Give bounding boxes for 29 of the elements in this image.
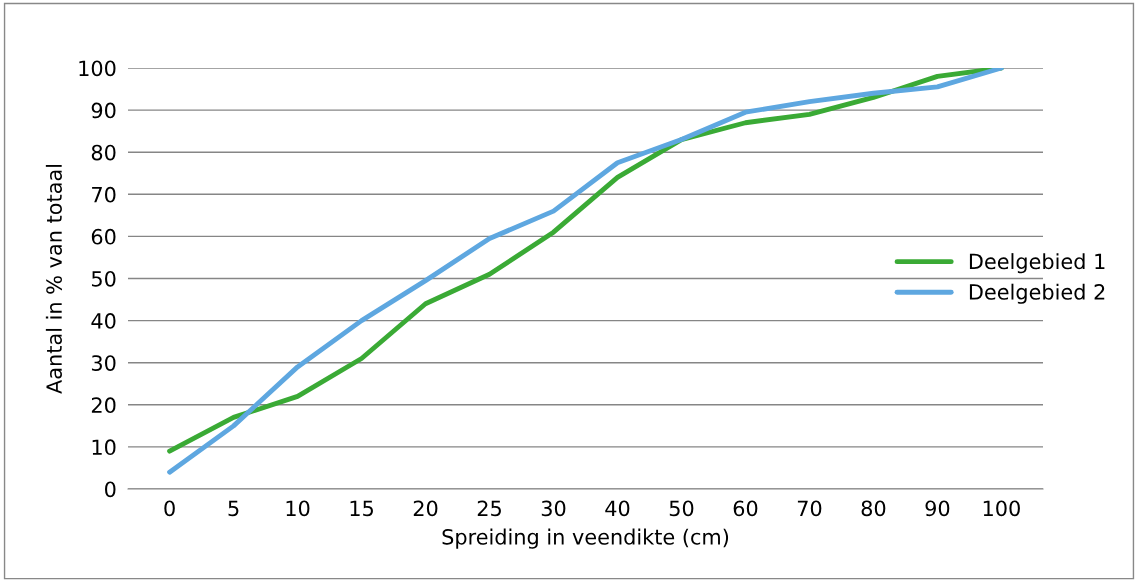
y-tick-label: 100 (79, 60, 116, 77)
x-tick-label: 70 (797, 500, 822, 517)
y-tick-label: 80 (91, 144, 116, 161)
x-tick-label: 90 (925, 500, 950, 517)
x-tick-label: 100 (983, 500, 1020, 517)
x-tick-label: 50 (669, 500, 694, 517)
x-tick-label: 25 (477, 500, 501, 517)
y-tick-label: 90 (91, 102, 116, 119)
y-tick-label: 30 (91, 355, 116, 371)
x-tick-label: 60 (733, 500, 758, 517)
x-tick-label: 15 (350, 500, 373, 517)
x-tick-label: 40 (605, 500, 630, 517)
y-tick-label: 0 (105, 481, 116, 498)
x-tick-label: 30 (541, 500, 566, 517)
legend-label: Deelgebied 2 (969, 283, 1105, 304)
legend-label: Deelgebied 1 (969, 253, 1105, 274)
y-tick-label: 70 (92, 186, 116, 203)
x-tick-label: 20 (413, 500, 438, 517)
y-tick-label: 40 (91, 313, 116, 329)
y-axis-title: Aantal in % van totaal (45, 164, 62, 394)
x-tick-label: 10 (286, 500, 310, 517)
y-tick-label: 10 (92, 439, 116, 456)
y-tick-label: 50 (91, 270, 116, 287)
x-tick-label: 0 (164, 500, 175, 517)
y-tick-label: 60 (91, 228, 116, 245)
x-axis-title: Spreiding in veendikte (cm) (442, 528, 729, 549)
y-tick-label: 20 (91, 397, 116, 414)
x-tick-label: 5 (228, 500, 239, 517)
x-tick-label: 80 (861, 500, 886, 517)
